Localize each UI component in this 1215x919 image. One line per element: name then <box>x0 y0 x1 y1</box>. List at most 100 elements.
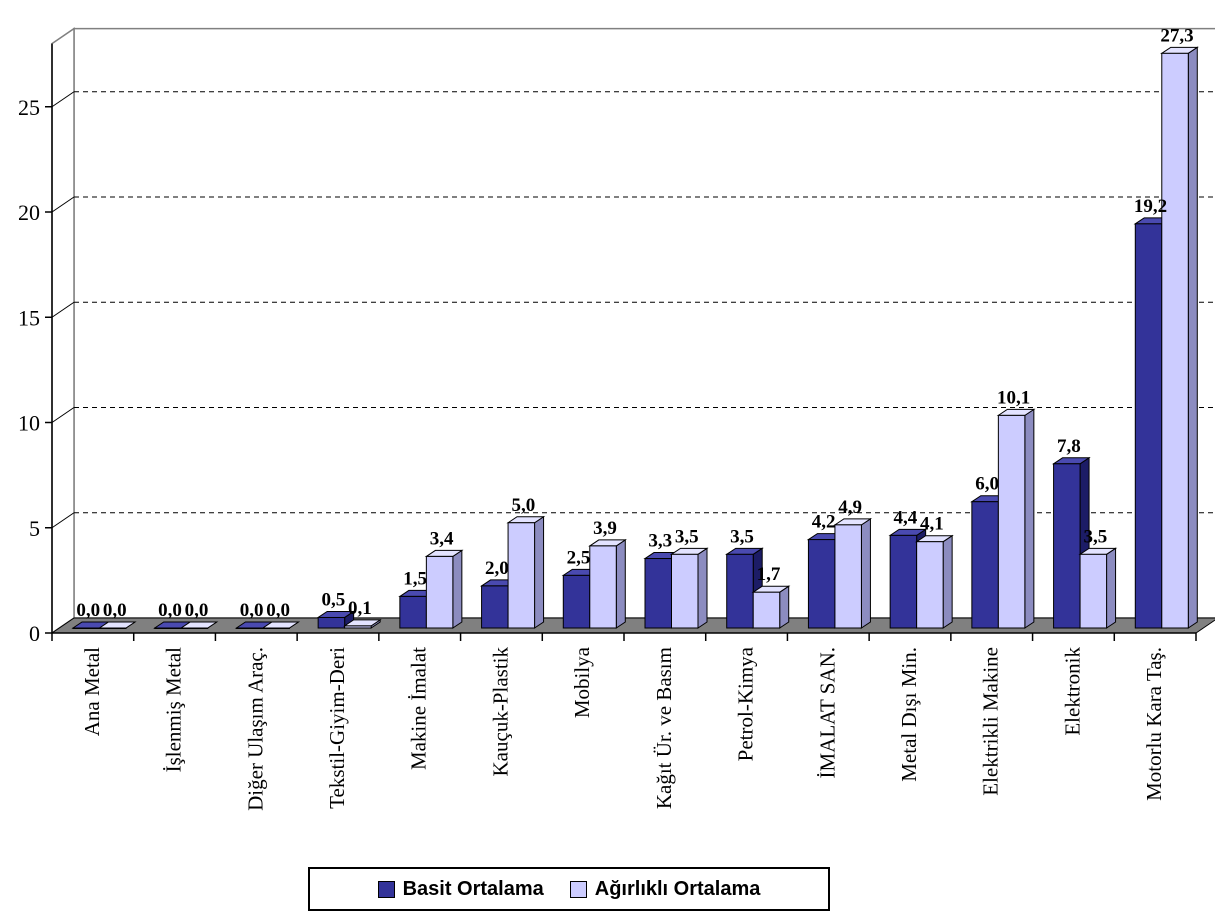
data-label-agirlikli: 10,1 <box>997 387 1030 408</box>
data-label-agirlikli: 5,0 <box>511 495 535 516</box>
bar-agirlikli <box>833 517 873 629</box>
data-label-basit: 0,5 <box>322 589 346 610</box>
y-tick-label: 25 <box>18 95 40 120</box>
category-label: Motorlu Kara Taş. <box>1142 647 1166 801</box>
bar-front <box>72 627 100 629</box>
data-label-basit: 3,3 <box>648 531 672 552</box>
data-label-basit: 1,5 <box>403 568 427 589</box>
category-label: Metal Dışı Min. <box>897 647 921 782</box>
data-label-basit: 2,5 <box>567 547 591 568</box>
bar-front <box>916 541 944 629</box>
data-label-basit: 2,0 <box>485 558 509 579</box>
bar-front <box>834 524 862 629</box>
y-tick-label: 10 <box>18 411 40 436</box>
bar-front <box>1053 463 1081 629</box>
bar-agirlikli <box>97 621 137 629</box>
value-axis: 0 5 10 15 20 25 <box>18 43 1197 646</box>
bar-front <box>344 625 372 629</box>
data-label-agirlikli: 3,5 <box>1083 526 1107 547</box>
category-label: Elektrikli Makine <box>979 647 1003 796</box>
data-label-agirlikli: 3,4 <box>430 528 454 549</box>
bar-agirlikli <box>1078 547 1118 629</box>
category-label: Tekstil-Giyim-Deri <box>325 647 349 809</box>
grid-line-diagonal <box>51 407 75 423</box>
category-label: Elektronik <box>1060 647 1084 736</box>
data-label-agirlikli: 4,9 <box>838 497 862 518</box>
bar-front <box>752 591 781 629</box>
category-labels: Ana Metal İşlenmiş Metal Diğer Ulaşım Araç… <box>80 646 1166 811</box>
bar-front <box>481 585 509 629</box>
legend-label-basit: Basit Ortalama <box>402 877 544 900</box>
data-label-basit: 4,4 <box>894 507 918 528</box>
bar-agirlikli <box>669 547 709 629</box>
bar-agirlikli <box>1160 46 1199 629</box>
data-label-agirlikli: 27,3 <box>1160 25 1193 46</box>
bar-front <box>399 595 427 629</box>
bar-front <box>807 539 836 629</box>
bar-side <box>534 515 545 629</box>
bar-side <box>1187 46 1198 629</box>
bar-front <box>562 574 591 629</box>
bar-agirlikli <box>751 585 791 629</box>
chart-floor <box>50 617 1215 634</box>
bar-front <box>726 553 754 629</box>
data-label-basit: 19,2 <box>1134 196 1167 217</box>
bar-front <box>997 414 1026 629</box>
bar-front <box>425 555 454 629</box>
category-label: Ana Metal <box>80 647 104 736</box>
floor-plane <box>50 617 1215 634</box>
bar-side <box>942 534 953 629</box>
bar-side <box>779 585 790 629</box>
legend-swatch-basit <box>377 880 395 898</box>
bar-side <box>452 549 463 629</box>
bar-agirlikli <box>914 534 954 629</box>
data-label-agirlikli: 0,1 <box>348 598 372 619</box>
bar-front <box>154 627 182 629</box>
grid-line-diagonal <box>51 512 75 529</box>
bar-agirlikli <box>424 549 464 629</box>
y-tick-label: 5 <box>29 516 40 541</box>
grid-line-diagonal <box>51 301 75 318</box>
bar-front <box>1134 223 1163 629</box>
bar-side <box>1024 408 1035 629</box>
data-label-basit: 0,0 <box>76 600 100 621</box>
category-label: Kauçuk-Plastik <box>488 647 512 777</box>
bar-side <box>1106 547 1117 629</box>
data-label-basit: 4,2 <box>812 512 836 533</box>
data-label-agirlikli: 3,9 <box>593 518 617 539</box>
bar-front <box>317 616 346 629</box>
bar-front <box>180 627 209 629</box>
category-label: Mobilya <box>570 646 594 718</box>
bar-front <box>644 558 672 629</box>
bar-front <box>507 522 536 629</box>
data-label-basit: 7,8 <box>1057 436 1081 457</box>
back-wall <box>73 27 1215 619</box>
legend: Basit Ortalama Ağırlıklı Ortalama <box>308 867 830 911</box>
data-label-basit: 0,0 <box>158 600 182 621</box>
bar-front <box>1079 553 1108 629</box>
bar-agirlikli <box>996 408 1036 629</box>
y-tick-label: 0 <box>29 621 40 646</box>
legend-swatch-agirlikli <box>569 880 587 898</box>
legend-item-basit: Basit Ortalama <box>377 877 544 901</box>
bar-side <box>860 517 871 629</box>
side-wall <box>51 27 75 635</box>
legend-item-agirlikli: Ağırlıklı Ortalama <box>569 878 760 901</box>
bar-front <box>235 627 264 629</box>
bar-agirlikli <box>261 621 301 629</box>
data-label-basit: 3,5 <box>730 526 754 547</box>
data-label-basit: 0,0 <box>240 600 264 621</box>
bar-agirlikli <box>342 618 382 629</box>
grid-line-diagonal <box>51 91 75 108</box>
data-label-agirlikli: 4,1 <box>920 514 944 535</box>
bar-front <box>262 627 290 629</box>
bar-front <box>971 501 999 629</box>
category-label: İşlenmiş Metal <box>162 647 186 773</box>
data-label-agirlikli: 0,0 <box>266 600 290 621</box>
grid-line-diagonal <box>51 196 75 213</box>
category-label: Kağıt Ür. ve Basım <box>652 647 676 809</box>
bar-front <box>99 627 127 629</box>
bar-front <box>1161 52 1189 629</box>
bar-side <box>615 538 626 629</box>
